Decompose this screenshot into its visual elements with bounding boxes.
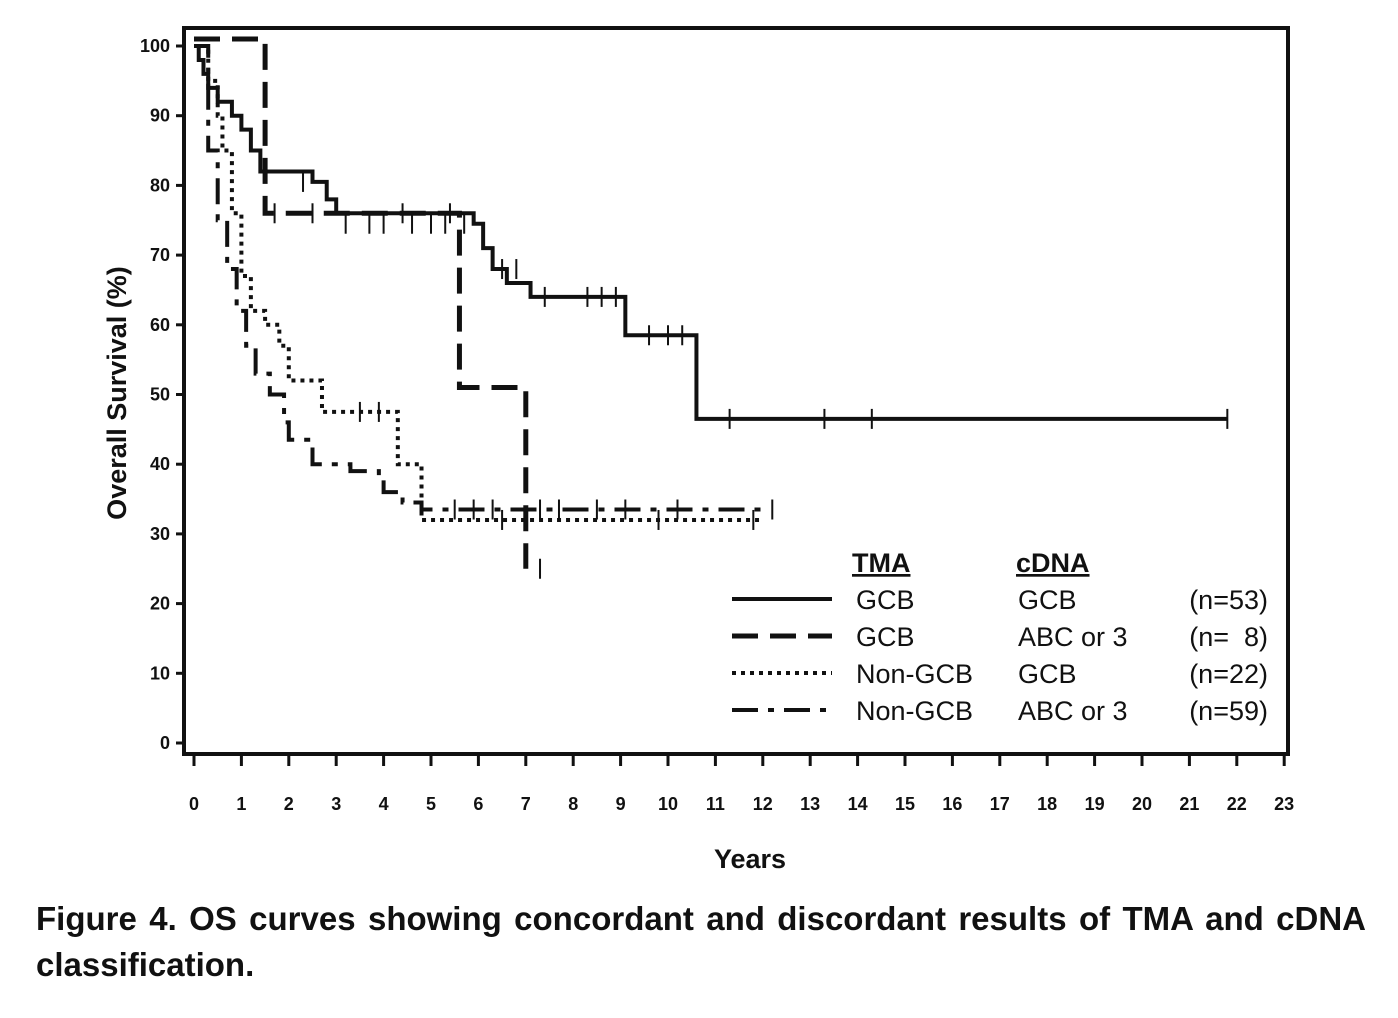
y-tick-label: 20 bbox=[150, 594, 170, 614]
x-tick-label: 6 bbox=[473, 794, 483, 814]
legend-header-cdna: cDNA bbox=[1016, 548, 1090, 578]
y-tick-label: 50 bbox=[150, 385, 170, 405]
legend-header-tma: TMA bbox=[852, 548, 910, 578]
survival-curves bbox=[194, 36, 1229, 579]
y-tick-label: 0 bbox=[160, 733, 170, 753]
legend-cdna: ABC or 3 bbox=[1018, 696, 1128, 726]
y-axis-title: Overall Survival (%) bbox=[102, 266, 132, 520]
x-tick-label: 10 bbox=[658, 794, 678, 814]
y-axis: 0 10 20 30 40 50 60 70 80 90 100 bbox=[140, 36, 186, 753]
y-tick-label: 10 bbox=[150, 663, 170, 683]
x-tick-label: 8 bbox=[568, 794, 578, 814]
x-tick-label: 23 bbox=[1274, 794, 1294, 814]
survival-curve-dotted bbox=[194, 44, 763, 522]
x-tick-label: 17 bbox=[990, 794, 1010, 814]
legend-n: (n=59) bbox=[1189, 696, 1268, 726]
x-tick-label: 3 bbox=[331, 794, 341, 814]
x-tick-label: 16 bbox=[942, 794, 962, 814]
legend-n: (n= 8) bbox=[1189, 622, 1268, 652]
y-tick-label: 90 bbox=[150, 106, 170, 126]
x-tick-label: 21 bbox=[1179, 794, 1199, 814]
legend-tma: Non-GCB bbox=[856, 659, 973, 689]
survival-curve-dashdot bbox=[194, 44, 763, 512]
x-tick-label: 5 bbox=[426, 794, 436, 814]
x-tick-label: 9 bbox=[616, 794, 626, 814]
x-axis: 0 1 2 3 4 5 6 7 8 9 10 11 12 13 14 15 16 17 18 19 20 21 22 23 bbox=[189, 756, 1294, 814]
legend-tma: GCB bbox=[856, 622, 915, 652]
legend-n: (n=22) bbox=[1189, 659, 1268, 689]
survival-curve-dashed bbox=[194, 36, 529, 569]
x-tick-label: 20 bbox=[1132, 794, 1152, 814]
plot-frame bbox=[182, 26, 1290, 756]
x-tick-label: 22 bbox=[1227, 794, 1247, 814]
y-tick-label: 60 bbox=[150, 315, 170, 335]
legend-cdna: ABC or 3 bbox=[1018, 622, 1128, 652]
x-tick-label: 4 bbox=[379, 794, 389, 814]
legend-tma: GCB bbox=[856, 585, 915, 615]
x-tick-label: 2 bbox=[284, 794, 294, 814]
x-tick-label: 12 bbox=[753, 794, 773, 814]
legend-n: (n=53) bbox=[1189, 585, 1268, 615]
legend-cdna: GCB bbox=[1018, 659, 1077, 689]
x-tick-label: 18 bbox=[1037, 794, 1057, 814]
legend: TMA cDNA GCB GCB (n=53) GCB ABC or 3 (n= 8) No… bbox=[732, 548, 1268, 726]
x-tick-label: 19 bbox=[1085, 794, 1105, 814]
x-tick-label: 13 bbox=[800, 794, 820, 814]
y-tick-label: 100 bbox=[140, 36, 170, 56]
y-tick-label: 70 bbox=[150, 245, 170, 265]
x-tick-label: 14 bbox=[848, 794, 868, 814]
x-axis-title: Years bbox=[714, 844, 786, 874]
legend-cdna: GCB bbox=[1018, 585, 1077, 615]
survival-curve-solid bbox=[194, 44, 1228, 421]
x-tick-label: 7 bbox=[521, 794, 531, 814]
y-tick-label: 40 bbox=[150, 454, 170, 474]
y-tick-label: 80 bbox=[150, 175, 170, 195]
figure-caption: Figure 4. OS curves showing concordant a… bbox=[36, 900, 1366, 983]
x-tick-label: 0 bbox=[189, 794, 199, 814]
legend-tma: Non-GCB bbox=[856, 696, 973, 726]
x-tick-label: 1 bbox=[236, 794, 246, 814]
x-tick-label: 11 bbox=[706, 794, 725, 814]
y-tick-label: 30 bbox=[150, 524, 170, 544]
x-tick-label: 15 bbox=[895, 794, 915, 814]
